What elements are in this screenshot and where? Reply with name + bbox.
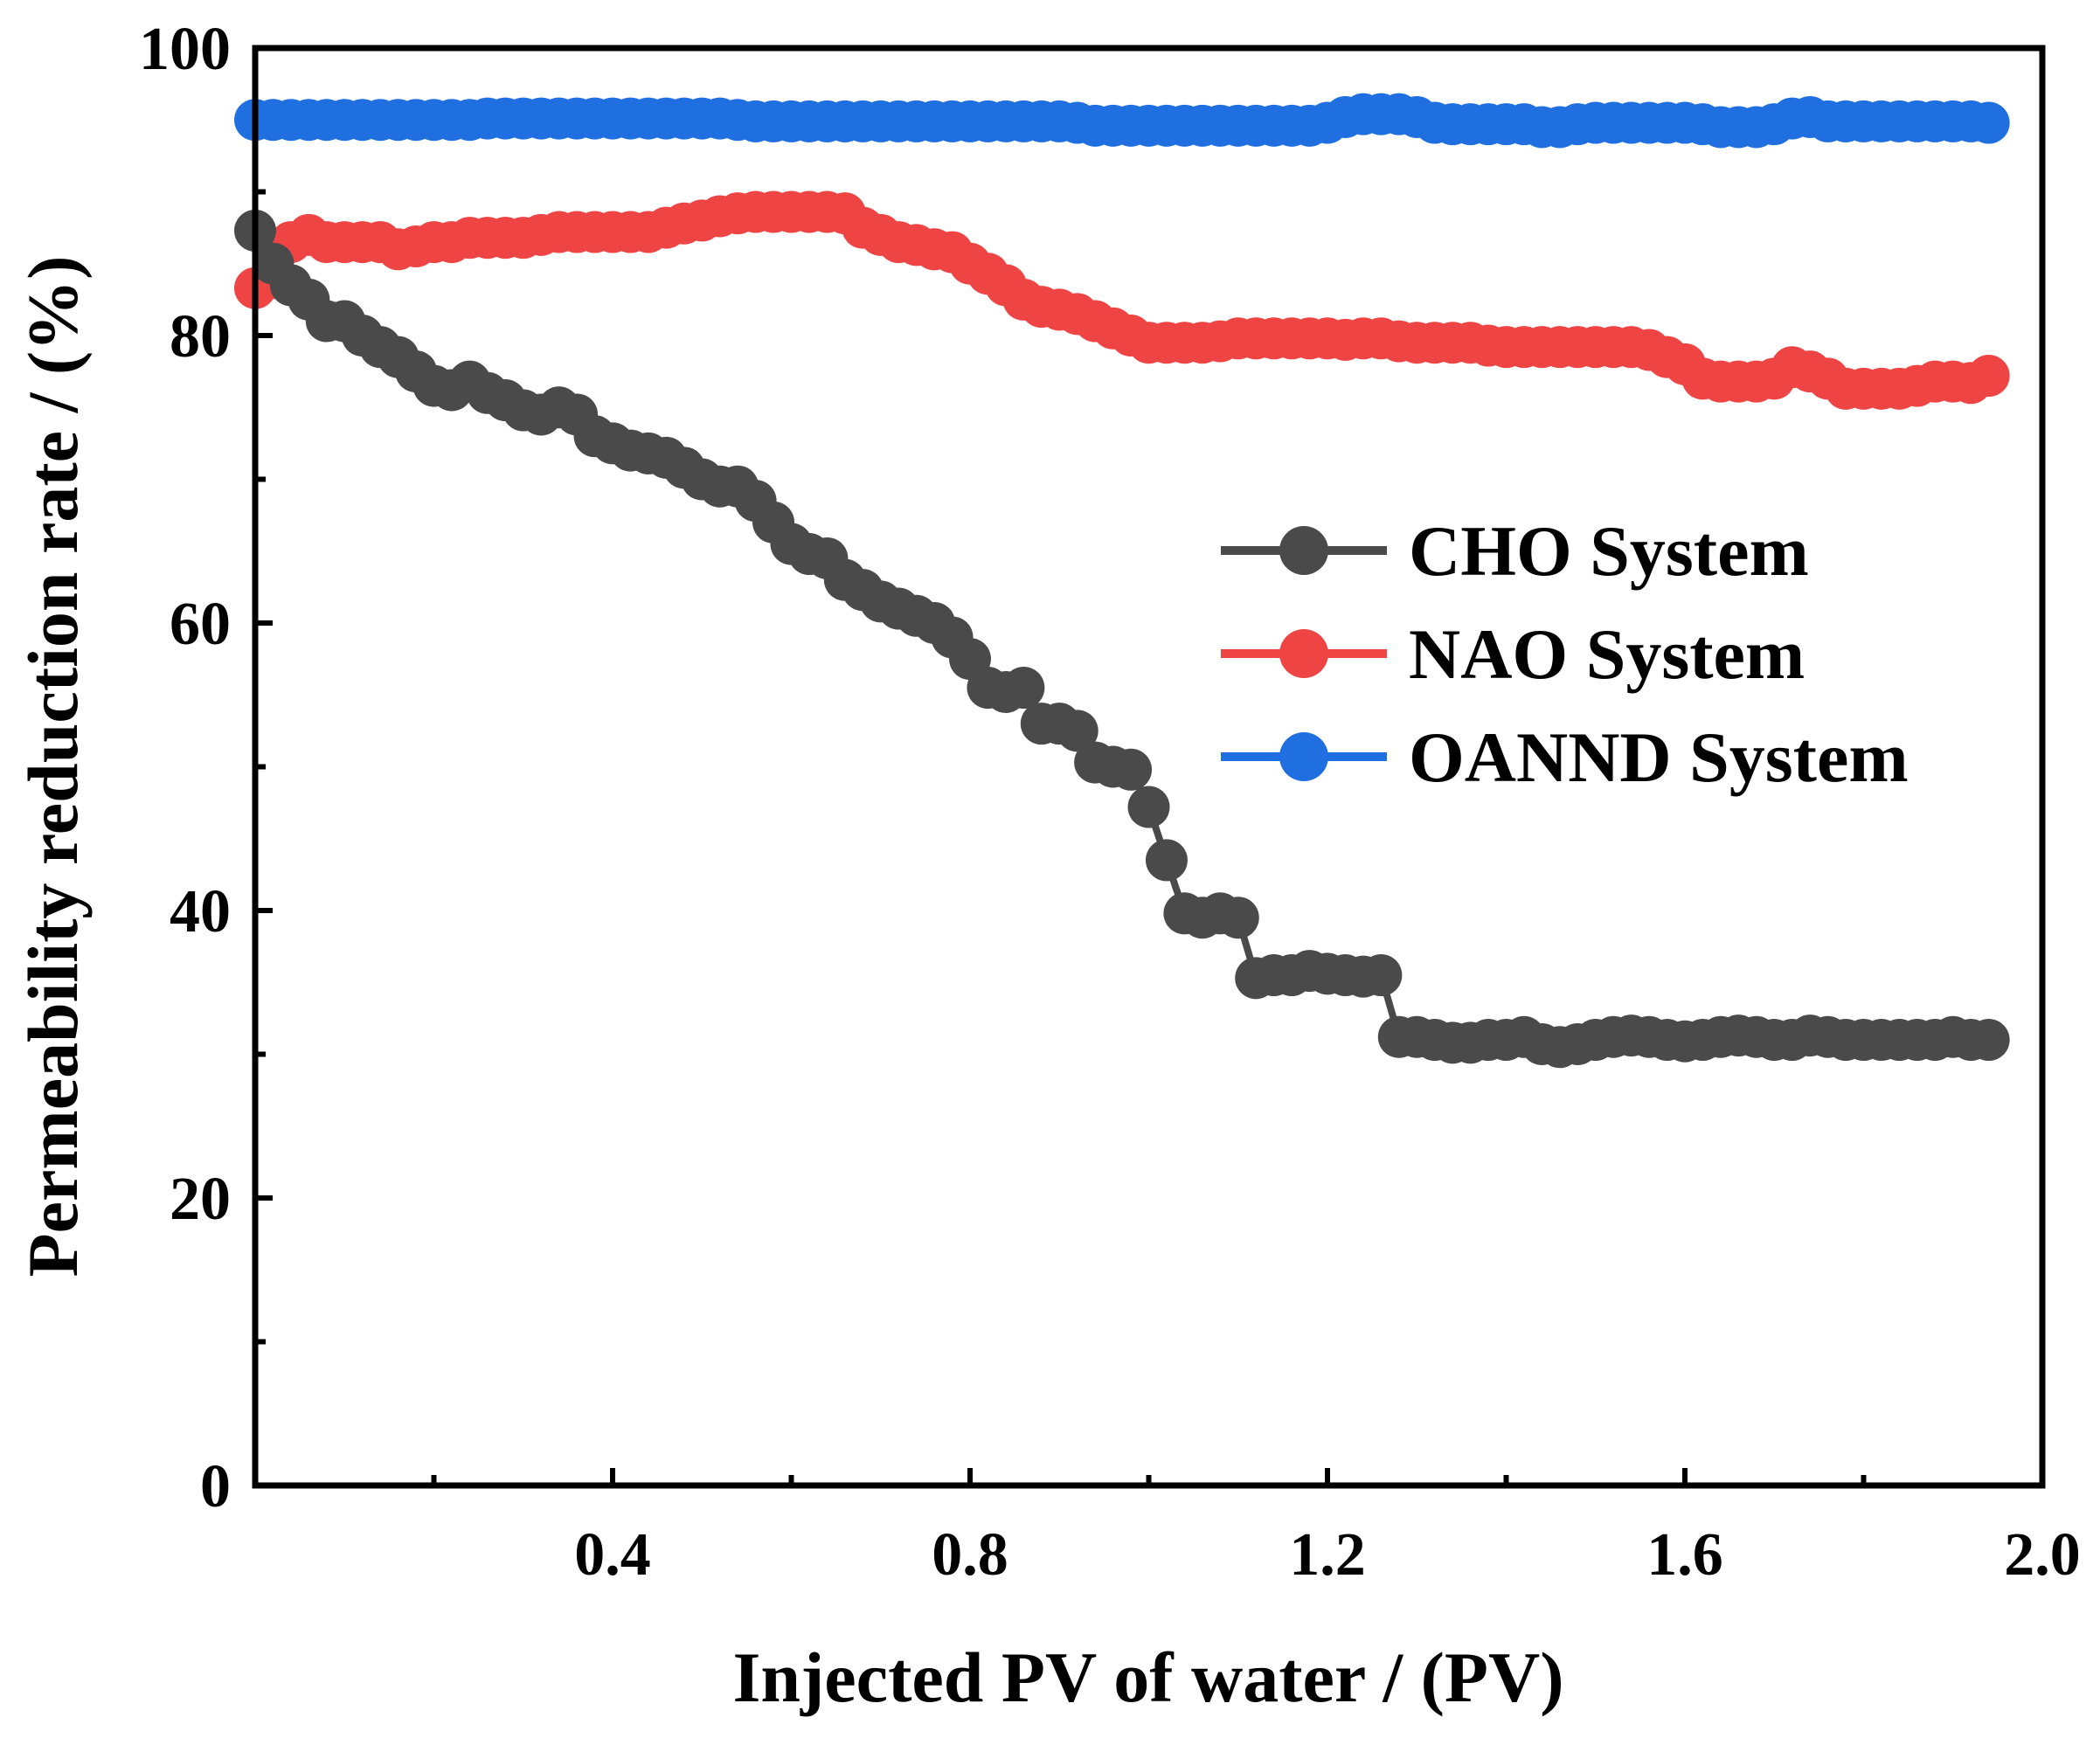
data-point-cho	[1360, 954, 1403, 997]
data-point-cho	[1127, 786, 1170, 828]
y-tick-label: 80	[170, 303, 231, 370]
data-point-cho	[1216, 897, 1259, 939]
x-axis-label: Injected PV of water / (PV)	[732, 1638, 1563, 1717]
legend-marker-nao	[1279, 629, 1328, 678]
data-point-nao	[1967, 355, 2010, 398]
legend-marker-cho	[1279, 526, 1328, 575]
series-nao	[234, 190, 2010, 410]
legend-label-nao: NAO System	[1409, 614, 1805, 694]
x-tick-label: 1.6	[1646, 1521, 1723, 1589]
x-tick-label: 0.8	[932, 1521, 1008, 1589]
data-point-cho	[1002, 667, 1045, 710]
legend-label-oannd: OANND System	[1409, 717, 1909, 797]
data-point-cho	[1145, 839, 1188, 882]
y-axis-label: Permeability reduction rate / (%)	[13, 256, 93, 1278]
y-tick-label: 40	[170, 878, 231, 945]
x-tick-label: 1.2	[1289, 1521, 1366, 1589]
y-tick-label: 20	[170, 1166, 231, 1233]
x-tick-label: 2.0	[2004, 1521, 2081, 1589]
axis-layer: 0.4 0.8 1.2 1.6 2.0 0 20 40 60 80 100	[139, 16, 2081, 1589]
series-oannd	[234, 93, 2010, 149]
legend-marker-oannd	[1279, 732, 1328, 781]
y-tick-label: 60	[170, 591, 231, 658]
data-point-cho	[1967, 1019, 2010, 1062]
data-point-oannd	[1967, 101, 2010, 144]
y-tick-label: 0	[200, 1453, 231, 1520]
series-cho	[234, 209, 2010, 1069]
y-tick-label: 100	[139, 16, 231, 83]
series-layer	[234, 93, 2010, 1069]
legend: CHO System NAO System OANND System	[1221, 511, 1909, 797]
legend-label-cho: CHO System	[1409, 511, 1809, 591]
data-point-cho	[1110, 748, 1153, 791]
x-tick-label: 0.4	[574, 1521, 651, 1589]
data-point-cho	[1056, 710, 1099, 752]
